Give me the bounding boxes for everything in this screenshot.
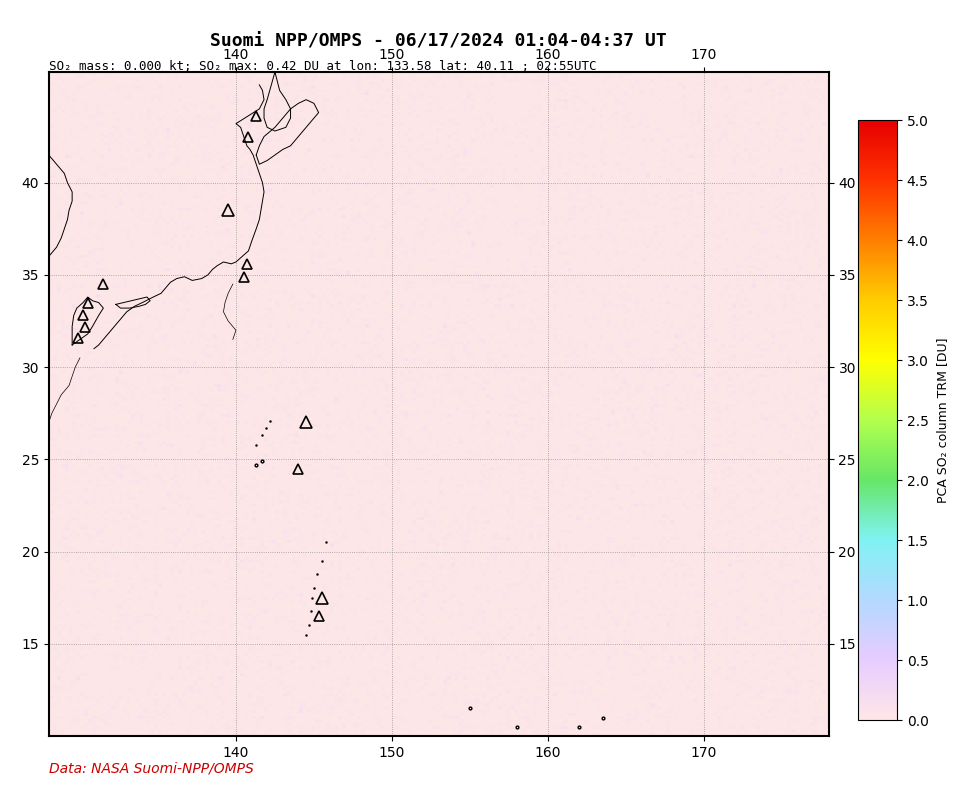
Text: Data: NASA Suomi-NPP/OMPS: Data: NASA Suomi-NPP/OMPS <box>49 762 254 776</box>
Y-axis label: PCA SO₂ column TRM [DU]: PCA SO₂ column TRM [DU] <box>936 338 949 502</box>
Text: Suomi NPP/OMPS - 06/17/2024 01:04-04:37 UT: Suomi NPP/OMPS - 06/17/2024 01:04-04:37 … <box>211 32 667 50</box>
Text: SO₂ mass: 0.000 kt; SO₂ max: 0.42 DU at lon: 133.58 lat: 40.11 ; 02:55UTC: SO₂ mass: 0.000 kt; SO₂ max: 0.42 DU at … <box>49 60 597 73</box>
